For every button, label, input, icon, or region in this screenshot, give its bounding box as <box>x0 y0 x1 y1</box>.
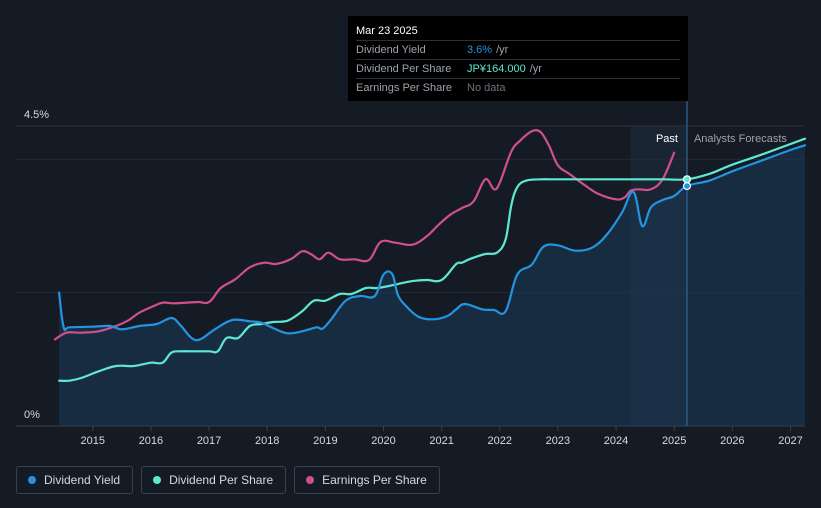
x-tick-label: 2021 <box>429 435 453 447</box>
x-tick-label: 2025 <box>662 435 686 447</box>
past-label: Past <box>656 133 678 145</box>
x-tick-label: 2023 <box>546 435 570 447</box>
x-tick-label: 2024 <box>604 435 628 447</box>
tooltip-value: JP¥164.000/yr <box>467 60 542 78</box>
tooltip-unit: /yr <box>529 63 542 75</box>
tooltip-value: 3.6%/yr <box>467 41 508 59</box>
x-tick-label: 2015 <box>81 435 105 447</box>
dividend-yield-area <box>59 145 806 427</box>
legend-dot-icon <box>153 476 162 484</box>
x-tick-label: 2020 <box>371 435 395 447</box>
tooltip-value: No data <box>467 79 510 97</box>
x-tick-label: 2022 <box>488 435 512 447</box>
dividend-per-share-marker <box>682 175 692 184</box>
tooltip-number: No data <box>467 82 506 94</box>
x-tick-label: 2016 <box>139 435 163 447</box>
tooltip-row-dividend-yield: Dividend Yield 3.6%/yr <box>356 41 680 60</box>
legend-dot-icon <box>306 476 315 484</box>
tooltip-label: Earnings Per Share <box>356 82 452 94</box>
tooltip-row-dividend-per-share: Dividend Per Share JP¥164.000/yr <box>356 60 680 79</box>
dividend-yield-line <box>58 144 807 342</box>
tooltip-number: 3.6% <box>467 44 493 56</box>
dividend-yield-marker <box>682 181 692 191</box>
tooltip-date: Mar 23 2025 <box>356 22 680 41</box>
legend-label: Dividend Yield <box>44 473 121 487</box>
tooltip-row-earnings-per-share: Earnings Per Share No data <box>356 79 680 97</box>
legend-label: Dividend Per Share <box>169 473 274 487</box>
forecast-label: Analysts Forecasts <box>694 133 787 145</box>
tooltip-unit: /yr <box>496 44 509 56</box>
x-tick-label: 2026 <box>720 435 744 447</box>
x-tick-label: 2027 <box>778 435 802 447</box>
legend-label: Earnings Per Share <box>322 473 427 487</box>
chart-legend: Dividend Yield Dividend Per Share Earnin… <box>16 466 440 494</box>
legend-dividend-yield[interactable]: Dividend Yield <box>16 466 134 494</box>
tooltip-label: Dividend Per Share <box>356 63 452 75</box>
hover-tooltip: Mar 23 2025 Dividend Yield 3.6%/yr Divid… <box>348 16 688 101</box>
x-tick-label: 2018 <box>255 435 279 447</box>
tooltip-number: JP¥164.000 <box>467 63 526 75</box>
x-tick-label: 2019 <box>313 435 337 447</box>
dividend-per-share-line <box>58 137 807 382</box>
x-tick-label: 2017 <box>197 435 221 447</box>
y-label-top: 4.5% <box>24 109 49 121</box>
tooltip-label: Dividend Yield <box>356 44 426 56</box>
legend-dot-icon <box>28 476 36 484</box>
legend-earnings-per-share[interactable]: Earnings Per Share <box>294 466 440 494</box>
y-label-bottom: 0% <box>24 409 40 421</box>
legend-dividend-per-share[interactable]: Dividend Per Share <box>141 466 287 494</box>
